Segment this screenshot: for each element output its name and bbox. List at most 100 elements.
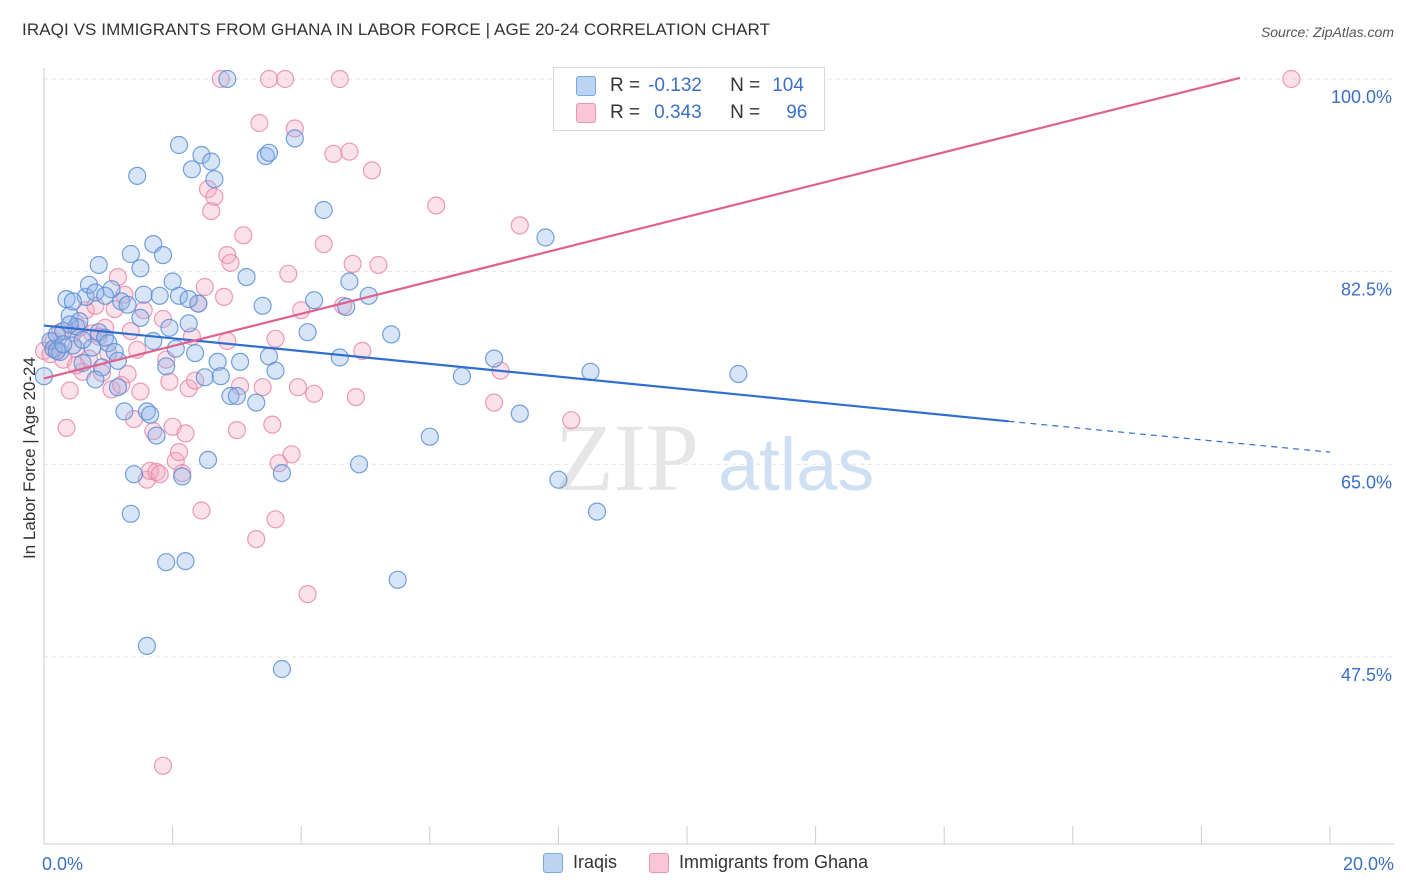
legend-row-iraqis: R = -0.132 N = 104	[576, 74, 804, 98]
legend-label-ghana: Immigrants from Ghana	[679, 852, 869, 872]
data-point-ghana	[60, 381, 79, 400]
data-point-iraqis	[305, 291, 324, 310]
data-point-ghana	[298, 584, 317, 604]
data-point-ghana	[485, 393, 504, 412]
data-point-ghana	[330, 69, 349, 89]
data-point-ghana	[305, 384, 324, 403]
data-point-iraqis	[134, 285, 153, 304]
data-point-iraqis	[298, 323, 317, 342]
data-point-ghana	[231, 377, 250, 396]
data-point-iraqis	[179, 314, 198, 333]
data-point-ghana	[369, 255, 388, 275]
data-point-ghana	[195, 277, 214, 297]
y-tick-label: 65.0%	[1341, 472, 1392, 492]
data-point-iraqis	[147, 426, 166, 445]
y-tick-label: 47.5%	[1341, 665, 1392, 685]
data-point-ghana	[205, 187, 224, 206]
legend-item-iraqis[interactable]: Iraqis	[543, 852, 617, 873]
legend-swatch-iraqis	[576, 76, 596, 96]
data-point-ghana	[247, 529, 266, 549]
data-point-iraqis	[95, 328, 115, 347]
data-point-ghana	[153, 756, 173, 775]
data-point-ghana	[112, 375, 131, 395]
series-iraqis-points	[34, 69, 748, 679]
data-point-ghana	[169, 443, 189, 462]
data-point-ghana	[214, 287, 234, 306]
x-tick-label: 0.0%	[42, 854, 83, 874]
data-point-ghana	[234, 226, 253, 245]
data-point-iraqis	[340, 272, 359, 291]
legend-n-label: N =	[730, 75, 761, 96]
data-point-ghana	[250, 113, 269, 133]
data-point-iraqis	[350, 455, 369, 474]
data-point-iraqis	[141, 405, 160, 424]
data-point-iraqis	[169, 135, 189, 155]
data-point-iraqis	[202, 152, 221, 171]
data-point-ghana	[118, 364, 137, 384]
data-point-iraqis	[266, 361, 285, 380]
data-point-ghana	[227, 421, 246, 440]
data-point-iraqis	[47, 341, 67, 360]
data-point-iraqis	[137, 636, 156, 656]
data-point-iraqis	[452, 367, 471, 386]
data-point-iraqis	[195, 368, 214, 387]
data-point-iraqis	[218, 69, 237, 89]
data-point-iraqis	[231, 352, 250, 371]
grid-layer	[44, 78, 1392, 658]
data-point-ghana	[211, 69, 230, 89]
data-point-iraqis	[587, 502, 607, 521]
data-point-ghana	[1282, 69, 1301, 89]
data-point-iraqis	[115, 402, 134, 421]
data-point-ghana	[150, 465, 169, 484]
data-point-ghana	[353, 341, 372, 360]
data-point-iraqis	[102, 280, 121, 299]
data-point-iraqis	[153, 246, 173, 265]
legend-r-label: R =	[610, 75, 641, 96]
data-point-iraqis	[124, 465, 144, 484]
data-point-ghana	[186, 371, 205, 390]
data-point-iraqis	[272, 464, 291, 483]
legend-swatch-ghana	[649, 852, 670, 873]
data-point-iraqis	[485, 349, 504, 368]
watermark-zip: ZIP	[555, 404, 699, 511]
data-point-iraqis	[182, 160, 201, 179]
data-point-iraqis	[63, 336, 83, 355]
data-point-iraqis	[420, 427, 439, 446]
data-point-iraqis	[272, 659, 291, 679]
data-point-ghana	[221, 253, 240, 272]
data-point-iraqis	[160, 318, 179, 337]
legend-swatch-ghana	[576, 103, 596, 123]
data-point-iraqis	[227, 386, 246, 406]
data-point-iraqis	[137, 402, 156, 421]
data-point-iraqis	[256, 147, 275, 166]
data-point-ghana	[266, 510, 285, 529]
data-point-ghana	[253, 378, 272, 397]
data-point-iraqis	[131, 308, 150, 327]
data-point-iraqis	[581, 362, 600, 381]
data-point-iraqis	[221, 386, 240, 406]
data-point-ghana	[314, 235, 333, 254]
legend-label-iraqis: Iraqis	[573, 852, 618, 872]
data-point-ghana	[131, 382, 150, 401]
legend-swatch-iraqis	[543, 852, 563, 873]
data-point-iraqis	[549, 470, 568, 489]
watermark: ZIP atlas	[555, 404, 874, 511]
data-point-iraqis	[121, 504, 140, 523]
data-point-iraqis	[330, 348, 349, 367]
data-point-iraqis	[86, 370, 105, 389]
data-point-iraqis	[150, 286, 169, 305]
data-point-iraqis	[285, 129, 304, 148]
legend-item-ghana[interactable]: Immigrants from Ghana	[649, 852, 868, 873]
chart-title: IRAQI VS IMMIGRANTS FROM GHANA IN LABOR …	[22, 20, 771, 39]
data-point-ghana	[276, 69, 295, 89]
data-point-ghana	[510, 216, 529, 235]
data-point-ghana	[147, 462, 166, 482]
data-point-ghana	[340, 142, 359, 161]
data-point-iraqis	[157, 553, 176, 572]
data-point-iraqis	[121, 244, 140, 264]
data-point-iraqis	[237, 268, 256, 287]
data-point-ghana	[324, 144, 343, 163]
tick-labels: 47.5% 65.0% 82.5% 100.0% 0.0% 20.0%	[42, 87, 1394, 874]
data-point-iraqis	[118, 295, 137, 314]
